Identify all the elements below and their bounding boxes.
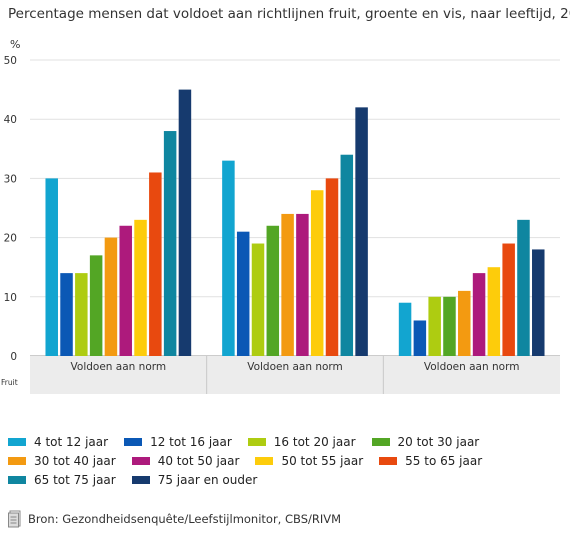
legend-swatch (379, 456, 398, 465)
category-label: Voldoen aan norm (247, 361, 343, 373)
legend-swatch (255, 456, 274, 465)
bar (517, 219, 530, 356)
legend-item: 4 tot 12 jaar (8, 432, 108, 451)
y-tick-label: 20 (4, 233, 17, 245)
bar (236, 231, 250, 356)
bar (413, 320, 427, 356)
bar (251, 243, 265, 356)
bar (222, 160, 235, 356)
category-label: Voldoen aan norm (424, 361, 520, 373)
legend-label: 65 tot 75 jaar (34, 472, 116, 487)
bar-chart: % 0 10 20 30 40 50 Voldoen aan norm Voldoen aan … (1, 38, 560, 394)
legend-label: 55 to 65 jaar (405, 453, 483, 468)
document-stack-icon (8, 510, 21, 528)
category-band (30, 356, 560, 394)
legend-item: 55 to 65 jaar (379, 451, 482, 470)
category-label: Voldoen aan norm (71, 361, 167, 373)
bar (75, 273, 88, 356)
bar (472, 273, 486, 356)
y-tick-label: 10 (4, 292, 17, 304)
chart-legend: 4 tot 12 jaar 12 tot 16 jaar 16 tot 20 jaa… (8, 432, 568, 489)
bar (458, 290, 471, 356)
band-axis-label: Fruit (1, 378, 18, 387)
bar (502, 243, 515, 356)
legend-item: 20 tot 30 jaar (371, 432, 480, 451)
legend-swatch (124, 437, 143, 446)
legend-item: 40 tot 50 jaar (131, 451, 240, 470)
bar (45, 178, 58, 356)
bar (163, 131, 177, 356)
legend-swatch (8, 456, 26, 465)
chart-title: Percentage mensen dat voldoet aan richtl… (8, 6, 570, 22)
bar (428, 296, 441, 356)
bar (532, 249, 545, 356)
bar (398, 302, 412, 356)
bar (266, 225, 280, 356)
bar (60, 273, 73, 356)
y-tick-label: 40 (4, 114, 17, 126)
legend-item: 16 tot 20 jaar (247, 432, 356, 451)
legend-item: 75 jaar en ouder (131, 470, 258, 489)
legend-label: 50 tot 55 jaar (281, 453, 364, 468)
source-text: Bron: Gezondheidsenquête/Leefstijlmonito… (28, 512, 342, 526)
y-tick-label: 50 (4, 55, 17, 67)
legend-item: 65 tot 75 jaar (8, 470, 116, 489)
legend-item: 30 tot 40 jaar (8, 451, 116, 470)
source-line: Bron: Gezondheidsenquête/Leefstijlmonito… (8, 510, 341, 528)
y-axis-unit: % (10, 38, 20, 51)
bar (104, 237, 118, 356)
bar (134, 219, 147, 356)
bar (443, 296, 456, 356)
bar (178, 89, 192, 356)
legend-label: 16 tot 20 jaar (273, 434, 356, 449)
legend-item: 12 tot 16 jaar (124, 432, 232, 451)
legend-item: 50 tot 55 jaar (255, 451, 363, 470)
legend-label: 30 tot 40 jaar (34, 453, 116, 468)
bar (296, 213, 309, 356)
bar (355, 107, 368, 356)
bar (340, 154, 354, 356)
bar (487, 267, 501, 356)
bar (310, 190, 324, 356)
bar (149, 172, 162, 356)
bar (281, 213, 294, 356)
legend-swatch (247, 437, 266, 446)
legend-swatch (8, 475, 26, 484)
legend-label: 20 tot 30 jaar (397, 434, 480, 449)
legend-swatch (371, 437, 390, 446)
y-tick-label: 0 (10, 351, 17, 363)
bar (89, 255, 103, 356)
legend-label: 75 jaar en ouder (157, 472, 258, 487)
y-tick-label: 30 (4, 173, 17, 185)
legend-label: 4 tot 12 jaar (34, 434, 109, 449)
legend-swatch (131, 456, 150, 465)
legend-swatch (131, 475, 150, 484)
legend-swatch (8, 437, 26, 446)
bar (325, 178, 339, 356)
bar (119, 225, 132, 356)
legend-label: 40 tot 50 jaar (157, 453, 240, 468)
legend-label: 12 tot 16 jaar (150, 434, 232, 449)
